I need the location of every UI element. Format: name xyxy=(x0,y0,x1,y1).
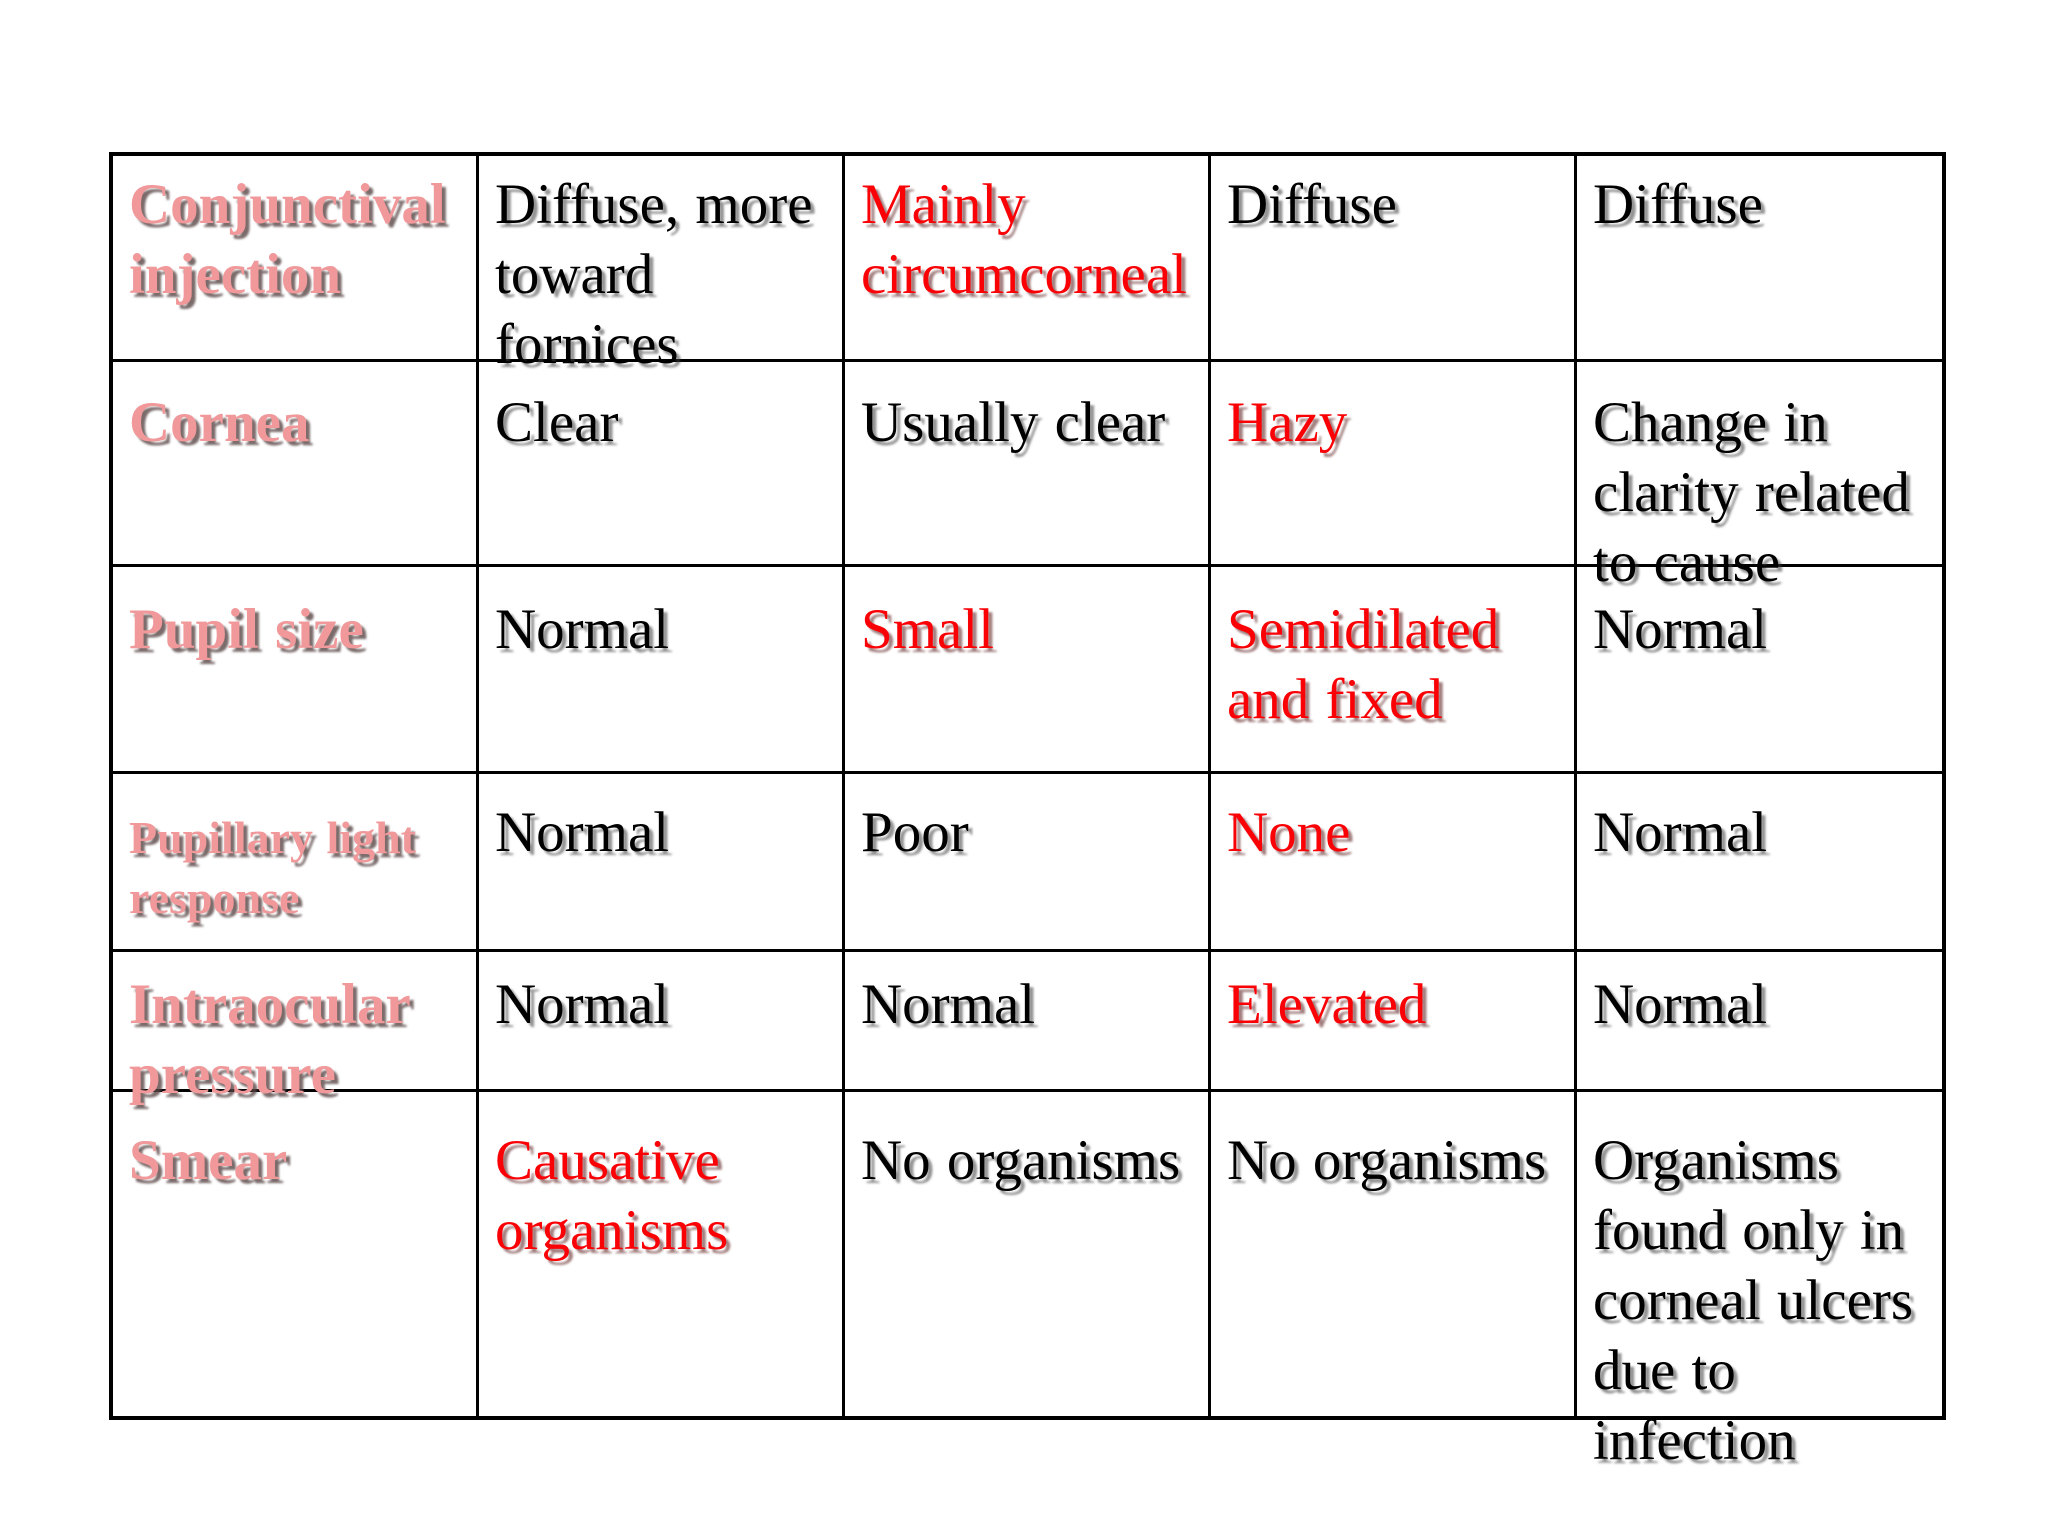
table-row: Smear Causative organisms No organisms No o… xyxy=(113,1092,1942,1472)
data-cell: Normal xyxy=(845,952,1211,1092)
data-cell: Causative organisms xyxy=(479,1092,845,1416)
data-cell: Normal xyxy=(479,952,845,1092)
table-row: Cornea Clear Usually clear Hazy Change in cl… xyxy=(113,362,1942,594)
data-cell: Diffuse xyxy=(1211,156,1577,362)
data-cell: Small xyxy=(845,567,1211,774)
data-cell: No organisms xyxy=(845,1092,1211,1416)
data-cell: Change in clarity related to cause xyxy=(1577,362,1942,594)
row-label-cell: Pupil size xyxy=(113,567,479,774)
data-cell: Poor xyxy=(845,774,1211,952)
table-row: Pupillary light response Normal Poor None No… xyxy=(113,774,1942,952)
data-cell: Normal xyxy=(1577,774,1942,952)
row-label-cell: Cornea xyxy=(113,362,479,567)
data-cell: Organisms found only in corneal ulcers d… xyxy=(1593,1129,1914,1472)
data-cell: Hazy xyxy=(1211,362,1577,567)
data-cell: Clear xyxy=(479,362,845,567)
data-cell: Diffuse, more toward fornices xyxy=(479,156,845,376)
data-cell: Elevated xyxy=(1211,952,1577,1092)
row-label-cell: Conjunctival injection xyxy=(113,156,479,362)
data-cell: Mainly circumcorneal xyxy=(845,156,1211,362)
data-cell: Diffuse xyxy=(1577,156,1942,362)
table-row: Intraocular pressure Normal Normal Elevated… xyxy=(113,952,1942,1106)
data-cell: Semidilated and fixed xyxy=(1211,567,1577,774)
data-cell: Normal xyxy=(479,774,845,952)
row-label-cell: Smear xyxy=(113,1092,479,1416)
data-cell: Normal xyxy=(479,567,845,774)
data-cell: No organisms xyxy=(1211,1092,1577,1416)
data-cell: None xyxy=(1211,774,1577,952)
row-label-cell: Pupillary light response xyxy=(113,774,479,952)
table-row: Conjunctival injection Diffuse, more towa… xyxy=(113,156,1942,376)
row-label-cell: Intraocular pressure xyxy=(113,952,479,1106)
data-cell: Normal xyxy=(1577,567,1942,774)
ocular-signs-comparison-table: Conjunctival injection Diffuse, more towa… xyxy=(109,152,1946,1472)
data-cell: Normal xyxy=(1577,952,1942,1092)
table-row: Pupil size Normal Small Semidilated and fix… xyxy=(113,567,1942,774)
data-cell: Usually clear xyxy=(845,362,1211,567)
